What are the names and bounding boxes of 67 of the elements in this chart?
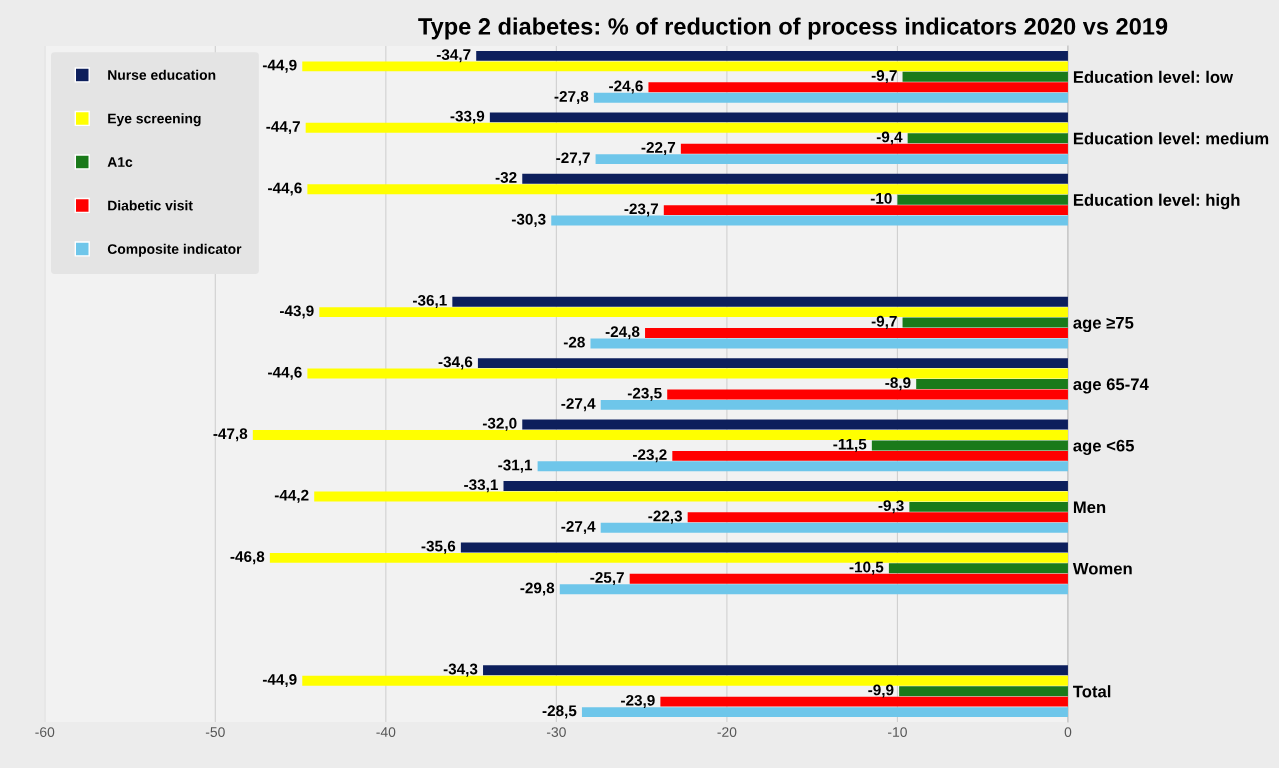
data-label: -27,7 (556, 152, 590, 166)
data-label: -44,7 (266, 121, 300, 135)
data-label: -29,8 (520, 582, 555, 596)
data-label: -23,2 (632, 449, 667, 463)
data-label: -23,9 (621, 694, 655, 708)
x-tick-label: -40 (376, 727, 396, 737)
y-tick-label: Education level: medium (1073, 132, 1269, 145)
y-tick-label: Men (1073, 501, 1106, 514)
data-label: -8,9 (885, 377, 911, 391)
data-label: -27,8 (554, 90, 589, 105)
data-label: -28,5 (542, 705, 577, 719)
data-label: -9,7 (871, 315, 897, 329)
y-tick-label: age <65 (1073, 439, 1134, 455)
data-label: -34,6 (438, 356, 473, 370)
data-label: -35,6 (421, 540, 456, 554)
data-label: -28 (563, 336, 585, 348)
data-label: -34,3 (443, 663, 478, 677)
data-label: -9,9 (868, 684, 894, 698)
y-tick-label: Education level: high (1073, 193, 1240, 210)
data-label: -24,6 (609, 80, 643, 94)
data-label: -33,9 (450, 110, 485, 124)
data-label: -9,3 (878, 500, 904, 514)
data-label: -25,7 (590, 572, 624, 586)
data-label: -33,1 (464, 479, 498, 493)
data-label: -23,7 (624, 203, 659, 217)
data-label: -27,4 (561, 521, 596, 535)
x-tick-label: -60 (35, 727, 55, 737)
y-tick-label: Women (1072, 562, 1132, 575)
y-tick-label: age ≥75 (1073, 317, 1134, 333)
data-label: -9,4 (876, 131, 903, 145)
data-label: -31,1 (498, 459, 533, 473)
y-tick-label: Total (1073, 685, 1111, 698)
data-label: -27,4 (561, 398, 596, 412)
data-label: -30,3 (511, 213, 546, 227)
data-label: -24,8 (605, 326, 640, 340)
data-label: -36,1 (413, 294, 447, 308)
data-label: -11,5 (833, 438, 867, 452)
data-label: -32,0 (482, 417, 517, 431)
data-label: -44,6 (268, 182, 302, 196)
data-label: -47,8 (213, 428, 248, 442)
x-tick-label: -20 (717, 727, 737, 737)
x-tick-label: 0 (1064, 727, 1072, 737)
data-label: -32 (495, 172, 517, 183)
data-label: -44,9 (262, 674, 297, 688)
data-label: -23,5 (627, 387, 662, 401)
legend-label: Eye screening (108, 113, 201, 127)
data-label: -10,5 (849, 561, 884, 575)
data-label: -44,6 (268, 366, 302, 380)
legend-label: Nurse education (108, 69, 216, 80)
data-label: -34,7 (436, 49, 471, 63)
x-tick-label: -50 (205, 727, 225, 737)
legend-label: Composite indicator (107, 243, 242, 257)
data-label: -43,9 (279, 305, 314, 319)
data-label: -10 (870, 192, 892, 204)
y-tick-label: age 65-74 (1073, 378, 1149, 394)
x-tick-label: -10 (888, 727, 907, 737)
data-label: -46,8 (230, 551, 265, 565)
data-label: -22,7 (641, 141, 676, 155)
data-label: -22,3 (648, 510, 683, 524)
legend-label: Diabetic visit (108, 200, 193, 211)
chart-title: Type 2 diabetes: % of reduction of process indicators 2020 vs 2019 (418, 17, 1168, 40)
data-label: -44,2 (274, 489, 309, 503)
legend-label: A1c (107, 157, 133, 167)
data-label: -9,7 (871, 70, 897, 84)
y-tick-label: Education level: low (1073, 70, 1234, 83)
data-label: -44,9 (262, 59, 297, 73)
x-tick-label: -30 (546, 727, 566, 737)
